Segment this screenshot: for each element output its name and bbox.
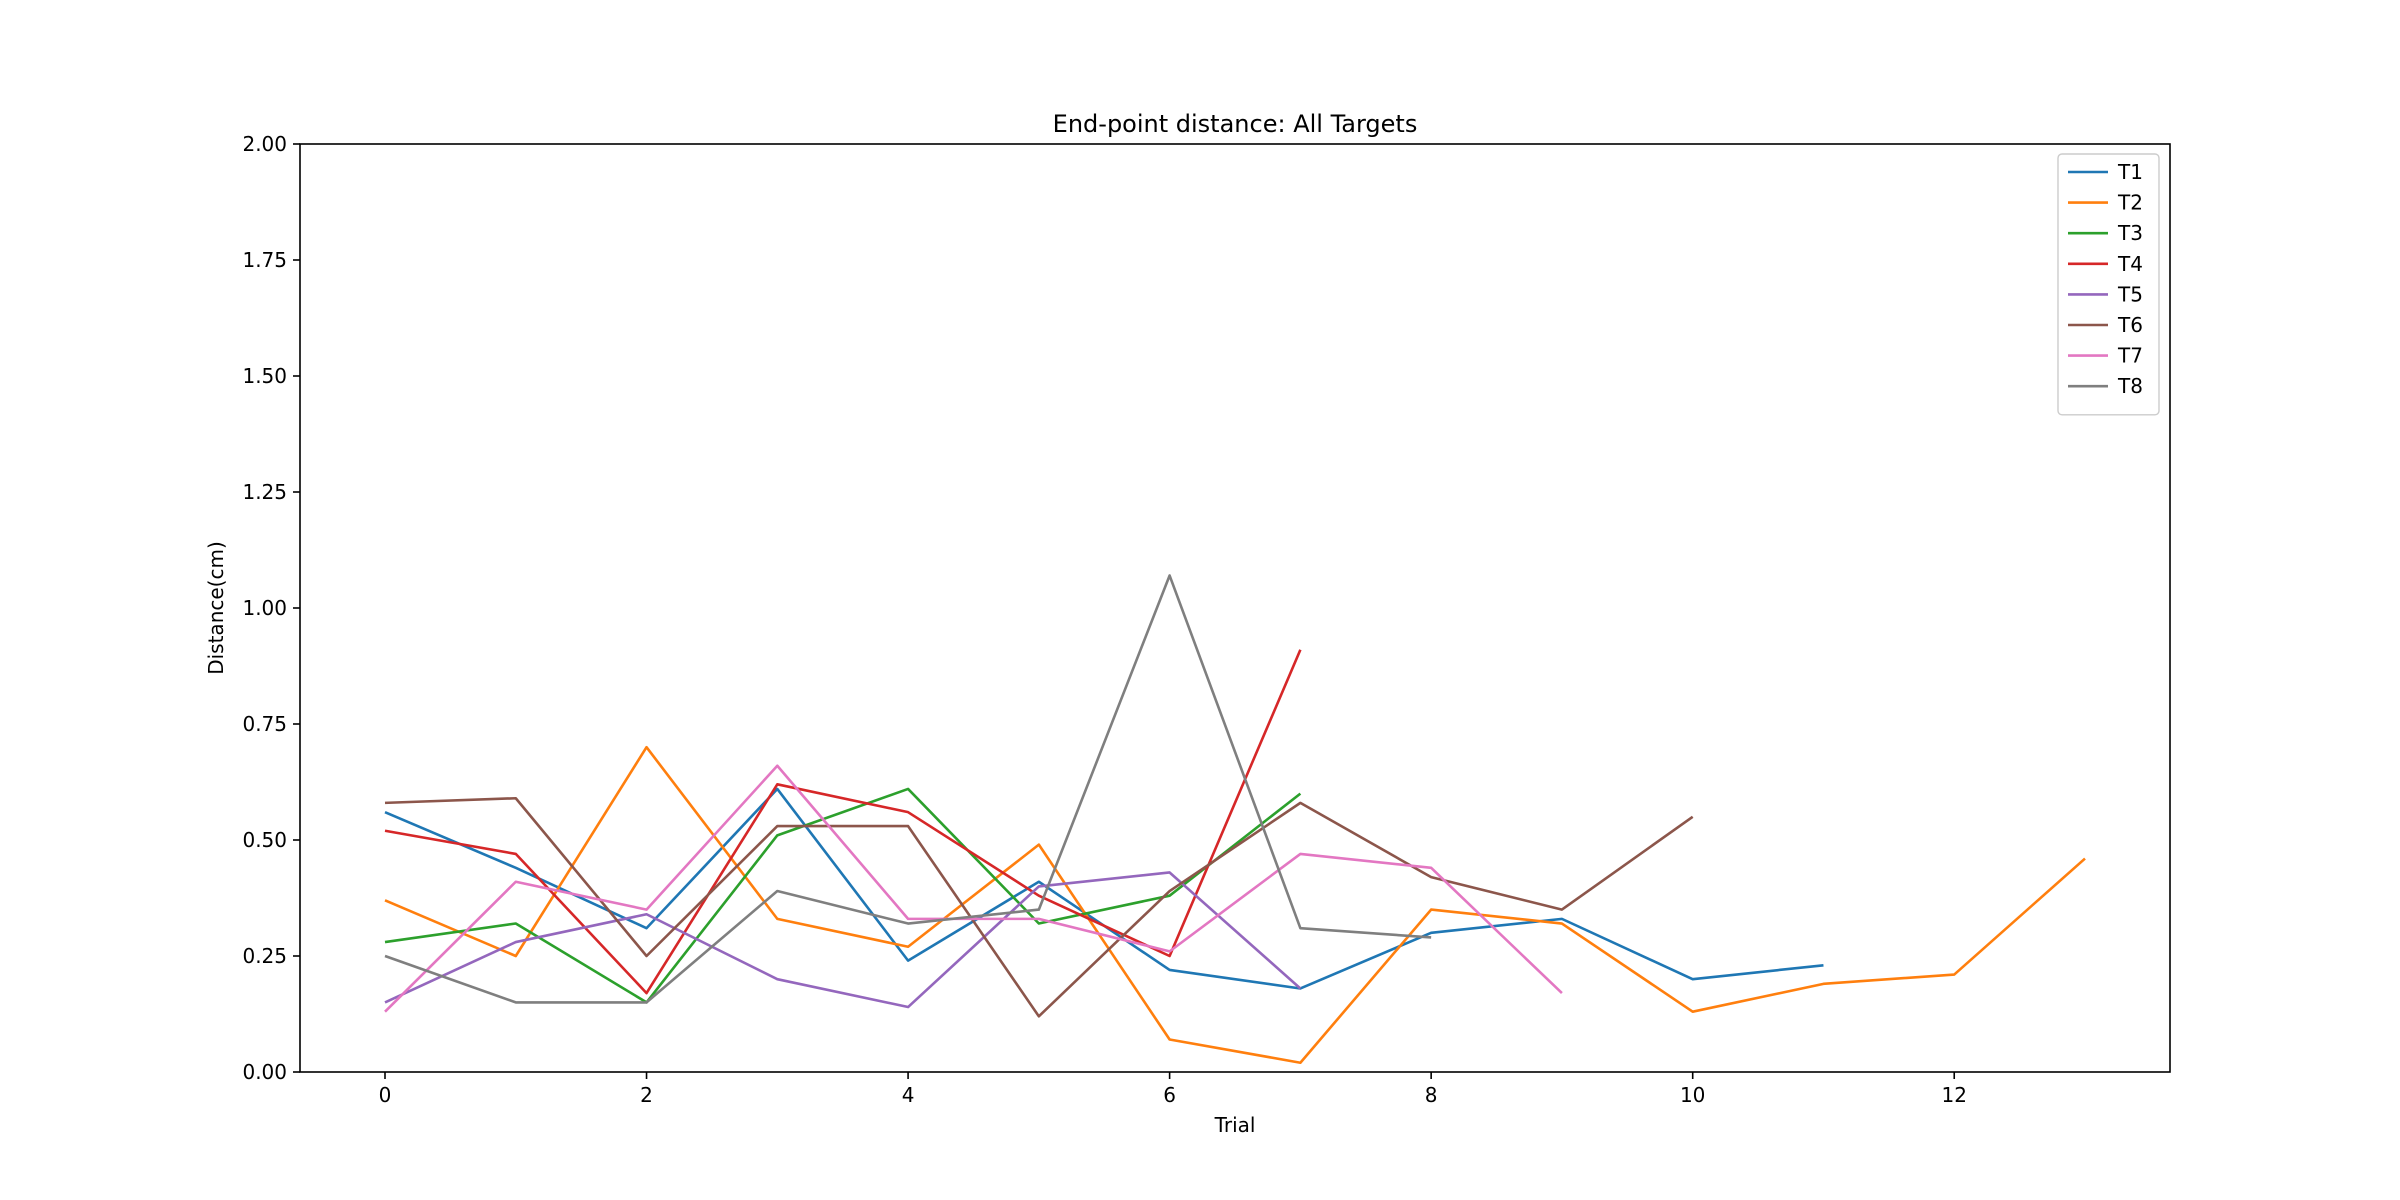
series-line-t5	[384, 871, 1302, 1009]
chart-title: End-point distance: All Targets	[1053, 110, 1418, 138]
y-tick-label: 2.00	[242, 132, 287, 156]
x-axis-label: Trial	[1214, 1113, 1256, 1137]
x-tick-label: 12	[1942, 1083, 1967, 1107]
series-line-t6	[384, 796, 1694, 1018]
legend-label-t2: T2	[2117, 191, 2143, 215]
legend-label-t8: T8	[2117, 374, 2143, 398]
axes-layer: 0 2 4 6 8 10 12 0.00 0.25 0.50 0.75 1.00 1.25 1.50 1.7…	[242, 132, 2171, 1107]
legend-label-t7: T7	[2117, 344, 2143, 368]
legend-label-t6: T6	[2117, 313, 2143, 337]
y-tick-label: 1.00	[242, 596, 287, 620]
series-layer	[384, 574, 2086, 1065]
y-tick-label: 1.25	[242, 480, 287, 504]
series-line-t7	[384, 764, 1563, 1013]
x-tick-label: 8	[1425, 1083, 1438, 1107]
x-tick-label: 4	[902, 1083, 915, 1107]
y-axis-label: Distance(cm)	[204, 541, 228, 675]
legend-box	[2057, 153, 2160, 416]
y-tick-label: 0.75	[242, 712, 287, 736]
y-tick-label: 0.25	[242, 944, 287, 968]
y-tick-label: 1.75	[242, 248, 287, 272]
y-tick-label: 1.50	[242, 364, 287, 388]
x-tick-label: 2	[640, 1083, 653, 1107]
legend: T1 T2 T3 T4 T5 T6 T7 T8	[2057, 153, 2160, 416]
series-line-t8	[384, 574, 1432, 1004]
y-tick-label: 0.50	[242, 828, 287, 852]
x-tick-label: 0	[379, 1083, 392, 1107]
legend-label-t1: T1	[2117, 160, 2143, 184]
y-tick-label: 0.00	[242, 1060, 287, 1084]
legend-label-t5: T5	[2117, 282, 2143, 306]
x-tick-label: 6	[1163, 1083, 1176, 1107]
legend-label-t3: T3	[2117, 221, 2143, 245]
legend-label-t4: T4	[2117, 252, 2143, 276]
series-line-t2	[384, 745, 2086, 1065]
x-tick-label: 10	[1680, 1083, 1705, 1107]
